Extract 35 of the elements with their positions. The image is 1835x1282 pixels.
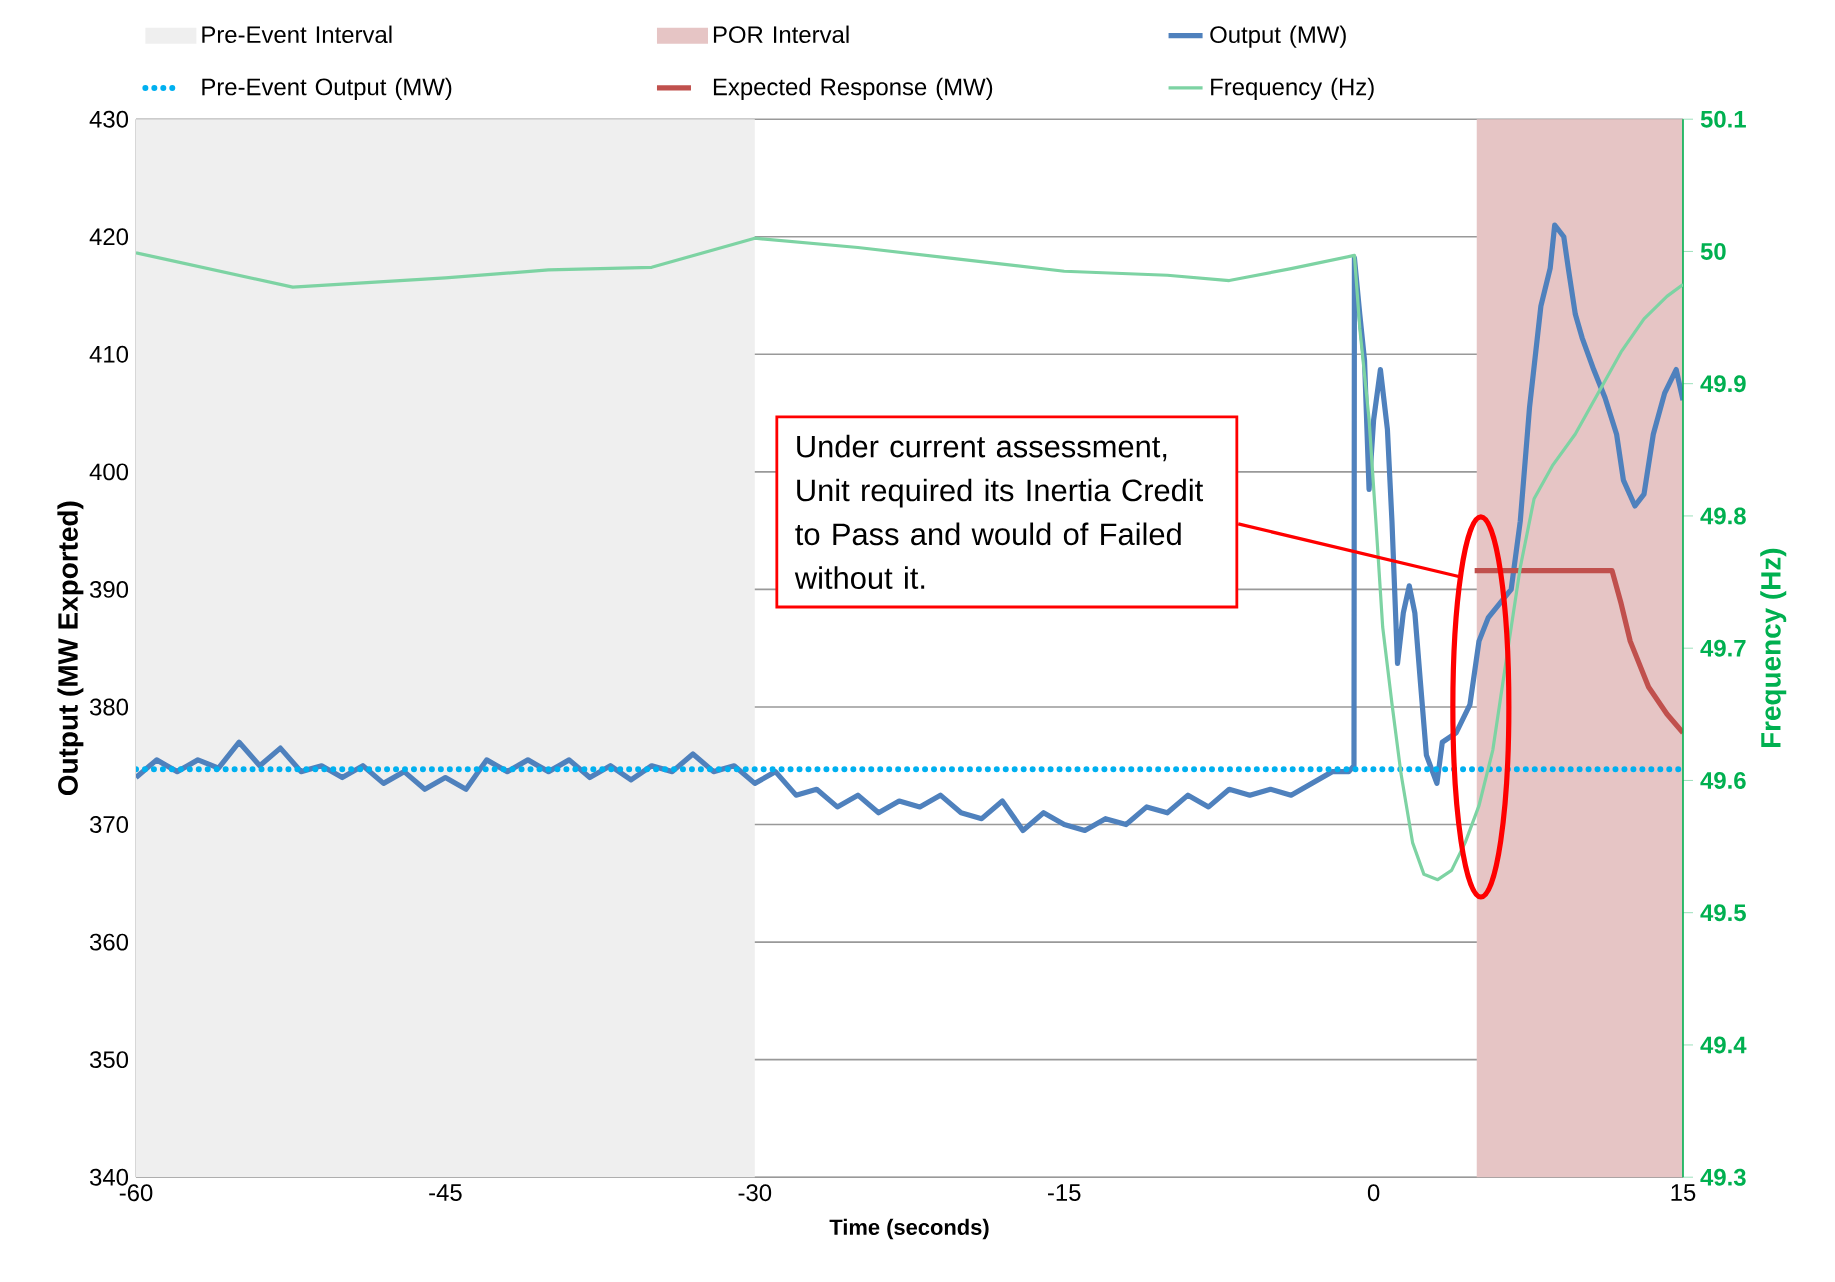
y-axis-title: Output (MW Exported) xyxy=(57,501,84,796)
y2-tick-label: 49.3 xyxy=(1700,1168,1746,1186)
y-tick-label: 350 xyxy=(89,1051,129,1069)
x-tick-label: 15 xyxy=(1671,1184,1696,1201)
annotation: Under current assessment, Unit required its Inertia Credit to Pass and would of Failed without it. xyxy=(794,434,1204,590)
y-tick-label: 390 xyxy=(89,580,129,598)
x-tick-label: -60 xyxy=(119,1184,153,1202)
legend-label: POR Interval xyxy=(713,25,849,44)
y2-axis-title: Frequency (Hz) xyxy=(1760,548,1787,748)
x-tick-label: -30 xyxy=(738,1184,772,1202)
legend-label: Pre-Event Output (MW) xyxy=(202,77,452,101)
y2-tick-label: 49.4 xyxy=(1700,1036,1747,1054)
x-tick-label: -15 xyxy=(1047,1184,1081,1201)
legend-label: Expected Response (MW) xyxy=(713,77,993,101)
y2-tick-label: 49.9 xyxy=(1700,375,1746,393)
legend-label: Frequency (Hz) xyxy=(1211,77,1374,101)
y2-tick-label: 49.7 xyxy=(1700,639,1746,657)
y-tick-label: 380 xyxy=(89,698,129,716)
y-tick-label: 370 xyxy=(89,816,129,833)
y-tick-label: 340 xyxy=(89,1168,129,1186)
y2-tick-label: 50.1 xyxy=(1700,110,1746,128)
y-tick-label: 410 xyxy=(89,345,129,363)
x-tick-label: 0 xyxy=(1367,1184,1380,1202)
y-tick-label: 400 xyxy=(89,463,129,481)
y2-tick-label: 49.6 xyxy=(1700,771,1746,789)
legend-label: Output (MW) xyxy=(1210,25,1346,48)
x-tick-label: -45 xyxy=(429,1184,462,1201)
y-tick-label: 360 xyxy=(89,933,129,951)
x-axis-title: Time (seconds) xyxy=(829,1218,989,1240)
y-tick-label: 420 xyxy=(89,228,129,246)
y2-tick-label: 49.8 xyxy=(1700,507,1746,525)
legend-label: Pre-Event Interval xyxy=(202,25,392,44)
y-tick-label: 430 xyxy=(89,110,129,128)
y2-tick-label: 49.5 xyxy=(1700,904,1746,922)
y2-tick-label: 50 xyxy=(1700,242,1726,260)
